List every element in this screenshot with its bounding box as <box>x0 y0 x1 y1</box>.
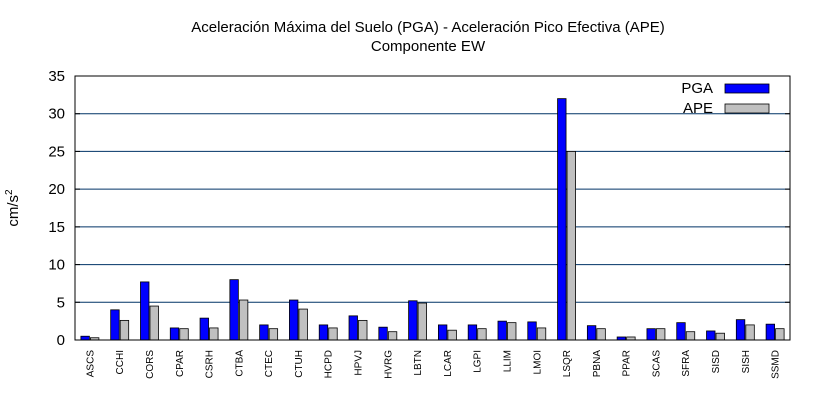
chart-title: Aceleración Máxima del Suelo (PGA) - Ace… <box>191 19 665 36</box>
bar-pga-csrh <box>199 317 209 341</box>
bar-ape-csrh <box>209 327 219 341</box>
y-tick-label: 30 <box>48 106 65 123</box>
bar-pga-hvrg <box>378 326 388 341</box>
bar-pga-sisd <box>706 330 716 341</box>
x-tick-label: CTUH <box>294 350 305 378</box>
x-tick-label: LSQR <box>562 350 573 377</box>
y-tick-label: 10 <box>48 257 65 274</box>
bar-ape-ctuh <box>298 308 308 341</box>
bar-ape-sisd <box>715 332 725 341</box>
bar-pga-ascs <box>80 335 90 341</box>
grid-lines <box>75 75 790 341</box>
bar-pga-llim <box>497 320 507 341</box>
bar-ape-lsqr <box>566 151 576 341</box>
bar-pga-ctuh <box>289 299 299 341</box>
x-tick-label: PPAR <box>622 350 633 377</box>
x-tick-label: CTBA <box>234 350 245 377</box>
x-tick-label: LLIM <box>502 350 513 372</box>
bar-ape-sfra <box>685 331 696 341</box>
bar-ape-cors <box>149 305 159 341</box>
bar-ape-scas <box>656 328 666 341</box>
legend-swatch-pga <box>724 83 770 94</box>
bar-pga-cchi <box>110 309 120 341</box>
bar-pga-hpvj <box>348 315 358 341</box>
bar-ape-ctba <box>238 299 249 341</box>
y-axis-label-text: cm/s <box>5 195 22 227</box>
x-tick-label: PBNA <box>592 350 603 378</box>
bar-pga-cpar <box>169 327 180 341</box>
bar-ape-cpar <box>179 328 189 341</box>
x-tick-label: HCPD <box>324 350 335 378</box>
bar-pga-cors <box>140 281 150 341</box>
x-tick-label: CPAR <box>175 350 186 377</box>
y-tick-label: 0 <box>57 332 65 349</box>
bar-pga-pbna <box>586 325 597 341</box>
x-tick-label: CSRH <box>205 350 216 378</box>
bar-ape-lbtn <box>417 302 428 341</box>
bar-pga-lsqr <box>557 98 567 341</box>
bar-pga-sish <box>735 319 746 341</box>
x-tick-label: CTEC <box>264 350 275 377</box>
x-tick-label: CCHI <box>115 350 126 374</box>
y-tick-label: 25 <box>48 143 65 160</box>
bar-pga-scas <box>646 328 656 341</box>
legend-label-pga: PGA <box>681 80 713 97</box>
x-tick-label: SISH <box>741 350 752 373</box>
y-axis-label: cm/s2 <box>4 189 22 227</box>
x-tick-label: SISD <box>711 350 722 373</box>
x-tick-label: SSMD <box>771 350 782 379</box>
y-tick-label: 5 <box>57 294 65 311</box>
x-tick-label: CORS <box>145 350 156 379</box>
legend-swatch-ape <box>724 103 770 114</box>
x-tick-label: LBTN <box>413 350 424 376</box>
legend-label-ape: APE <box>683 100 713 117</box>
bar-pga-ctba <box>229 279 239 341</box>
bar-ape-hvrg <box>387 331 398 341</box>
bar-ape-cchi <box>119 319 130 341</box>
bar-pga-lmoi <box>527 321 537 341</box>
y-tick-label: 20 <box>48 181 65 198</box>
y-tick-labels: 0 5 10 15 20 25 30 35 <box>48 68 65 349</box>
x-tick-label: LMOI <box>532 350 543 374</box>
legend: PGA APE <box>681 80 770 117</box>
bar-ape-llim <box>507 322 517 341</box>
bar-pga-sfra <box>676 322 686 341</box>
bar-pga-ctec <box>259 324 269 341</box>
x-tick-label: LCAR <box>443 350 454 377</box>
x-tick-labels: ASCS CCHI CORS CPAR CSRH CTBA CTEC CTUH HCPD HPVJ… <box>85 350 781 379</box>
y-tick-label: 15 <box>48 219 65 236</box>
x-tick-label: ASCS <box>85 350 96 378</box>
bar-pga-ssmd <box>765 323 776 341</box>
bar-ape-hpvj <box>358 319 368 341</box>
x-tick-label: SCAS <box>651 350 662 378</box>
bar-pga-lgpi <box>467 324 478 341</box>
x-tick-label: SFRA <box>681 350 692 377</box>
y-axis-label-superscript: 2 <box>4 189 15 195</box>
bar-ape-sish <box>745 324 755 341</box>
bar-ape-lgpi <box>477 328 487 341</box>
x-tick-label: HPVJ <box>354 350 365 376</box>
bar-ape-ssmd <box>775 328 785 341</box>
plot-frame <box>74 75 791 341</box>
bar-ape-pbna <box>596 328 606 341</box>
x-tick-label: HVRG <box>383 350 394 379</box>
bar-ape-ctec <box>268 328 279 341</box>
bars-layer <box>80 98 785 341</box>
bar-ape-hcpd <box>328 327 338 341</box>
bar-pga-lbtn <box>408 300 418 341</box>
bar-pga-lcar <box>437 324 448 341</box>
bar-ape-lmoi <box>536 327 547 341</box>
y-tick-label: 35 <box>48 68 65 85</box>
bar-pga-hcpd <box>318 324 329 341</box>
x-tick-label: LGPI <box>473 350 484 373</box>
bar-ape-lcar <box>447 329 457 341</box>
chart-subtitle: Componente EW <box>371 38 486 55</box>
